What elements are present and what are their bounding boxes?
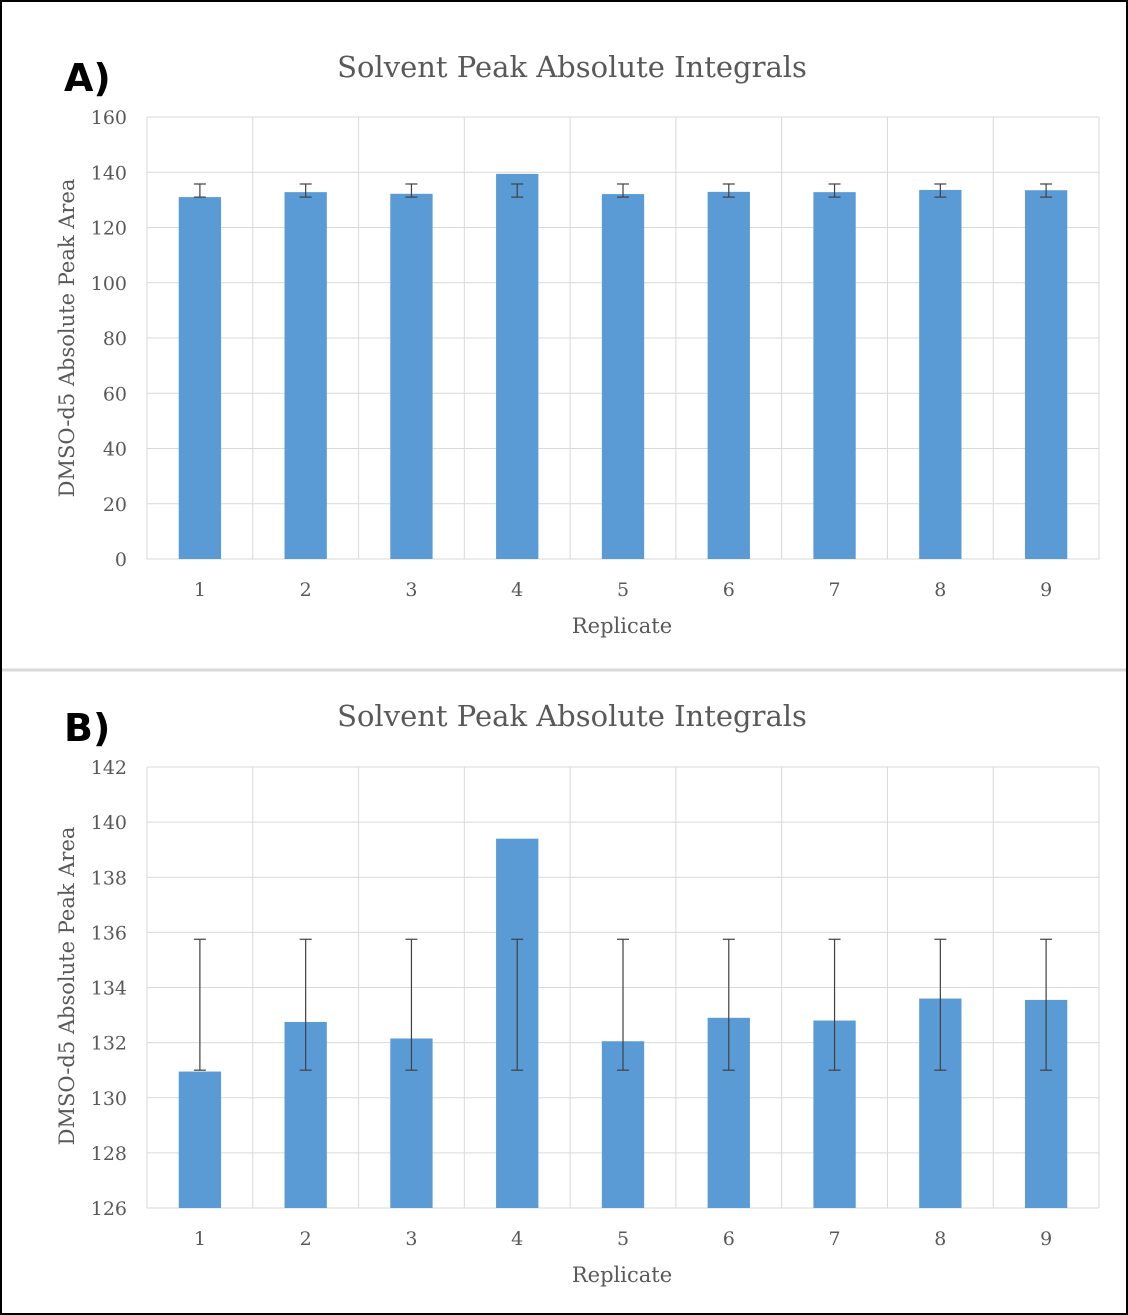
- plot-area-a: 0 20 40 60 80 100 120 140 160 1 2 3 4 5 6 7 8 9: [91, 107, 1100, 601]
- x-tick-label-a: 1: [194, 579, 206, 601]
- y-axis-label-b: DMSO-d5 Absolute Peak Area: [55, 827, 79, 1146]
- x-tick-label-a: 5: [617, 579, 629, 601]
- x-tick-label-b: 6: [723, 1228, 735, 1250]
- y-tick-label-b: 128: [91, 1143, 127, 1165]
- x-tick-label-b: 2: [300, 1228, 312, 1250]
- chart-panel-b: B) Solvent Peak Absolute Integrals Repli…: [55, 699, 1100, 1287]
- x-tick-label-b: 4: [511, 1228, 523, 1250]
- bar-a-7: [813, 192, 856, 559]
- panel-label-a: A): [64, 56, 111, 100]
- chart-title-b: Solvent Peak Absolute Integrals: [337, 699, 807, 733]
- y-tick-label-b: 132: [91, 1033, 127, 1055]
- bar-a-9: [1024, 190, 1068, 560]
- chart-title-a: Solvent Peak Absolute Integrals: [337, 50, 807, 84]
- x-tick-label-b: 5: [617, 1228, 629, 1250]
- y-tick-label-a: 100: [91, 273, 127, 295]
- bar-a-8: [919, 189, 962, 559]
- y-tick-label-b: 134: [91, 978, 127, 1000]
- x-tick-label-b: 7: [829, 1228, 841, 1250]
- x-tick-label-b: 1: [194, 1228, 206, 1250]
- y-tick-label-b: 138: [91, 867, 127, 889]
- y-tick-label-a: 40: [103, 439, 127, 461]
- x-axis-label-b: Replicate: [572, 1263, 672, 1287]
- x-tick-label-a: 3: [405, 579, 417, 601]
- x-tick-label-a: 7: [829, 579, 841, 601]
- x-tick-label-a: 8: [934, 579, 946, 601]
- y-tick-label-b: 130: [91, 1088, 127, 1110]
- y-tick-label-b: 142: [91, 757, 127, 779]
- y-tick-label-b: 126: [91, 1198, 127, 1220]
- bar-a-4: [496, 173, 539, 559]
- x-tick-label-b: 9: [1040, 1228, 1052, 1250]
- x-tick-label-a: 6: [723, 579, 735, 601]
- x-tick-label-a: 2: [300, 579, 312, 601]
- y-tick-label-a: 20: [103, 494, 127, 516]
- y-axis-label-a: DMSO-d5 Absolute Peak Area: [55, 179, 79, 498]
- bar-a-1: [178, 197, 222, 560]
- plot-area-b: 126 128 130 132 134 136 138 140 142 1 2 3 4 5 6 7 8 9: [91, 757, 1100, 1250]
- bar-a-3: [390, 193, 433, 560]
- bar-a-2: [284, 192, 327, 559]
- y-tick-label-b: 140: [91, 812, 127, 834]
- y-tick-label-a: 120: [91, 218, 127, 240]
- bar-b-1: [178, 1071, 222, 1208]
- y-tick-label-a: 0: [115, 549, 127, 571]
- x-axis-label-a: Replicate: [572, 614, 672, 638]
- x-tick-label-b: 8: [934, 1228, 946, 1250]
- bar-a-6: [707, 191, 750, 559]
- x-tick-label-a: 9: [1040, 579, 1052, 601]
- y-tick-label-a: 80: [103, 328, 127, 350]
- x-tick-label-a: 4: [511, 579, 523, 601]
- y-tick-label-b: 136: [91, 922, 127, 944]
- y-tick-label-a: 140: [91, 162, 127, 184]
- y-tick-label-a: 160: [91, 107, 127, 129]
- bar-a-5: [601, 194, 645, 560]
- x-tick-label-b: 3: [405, 1228, 417, 1250]
- panel-label-b: B): [64, 706, 110, 750]
- y-tick-label-a: 60: [103, 383, 127, 405]
- chart-panel-a: A) Solvent Peak Absolute Integrals Repli…: [55, 50, 1100, 638]
